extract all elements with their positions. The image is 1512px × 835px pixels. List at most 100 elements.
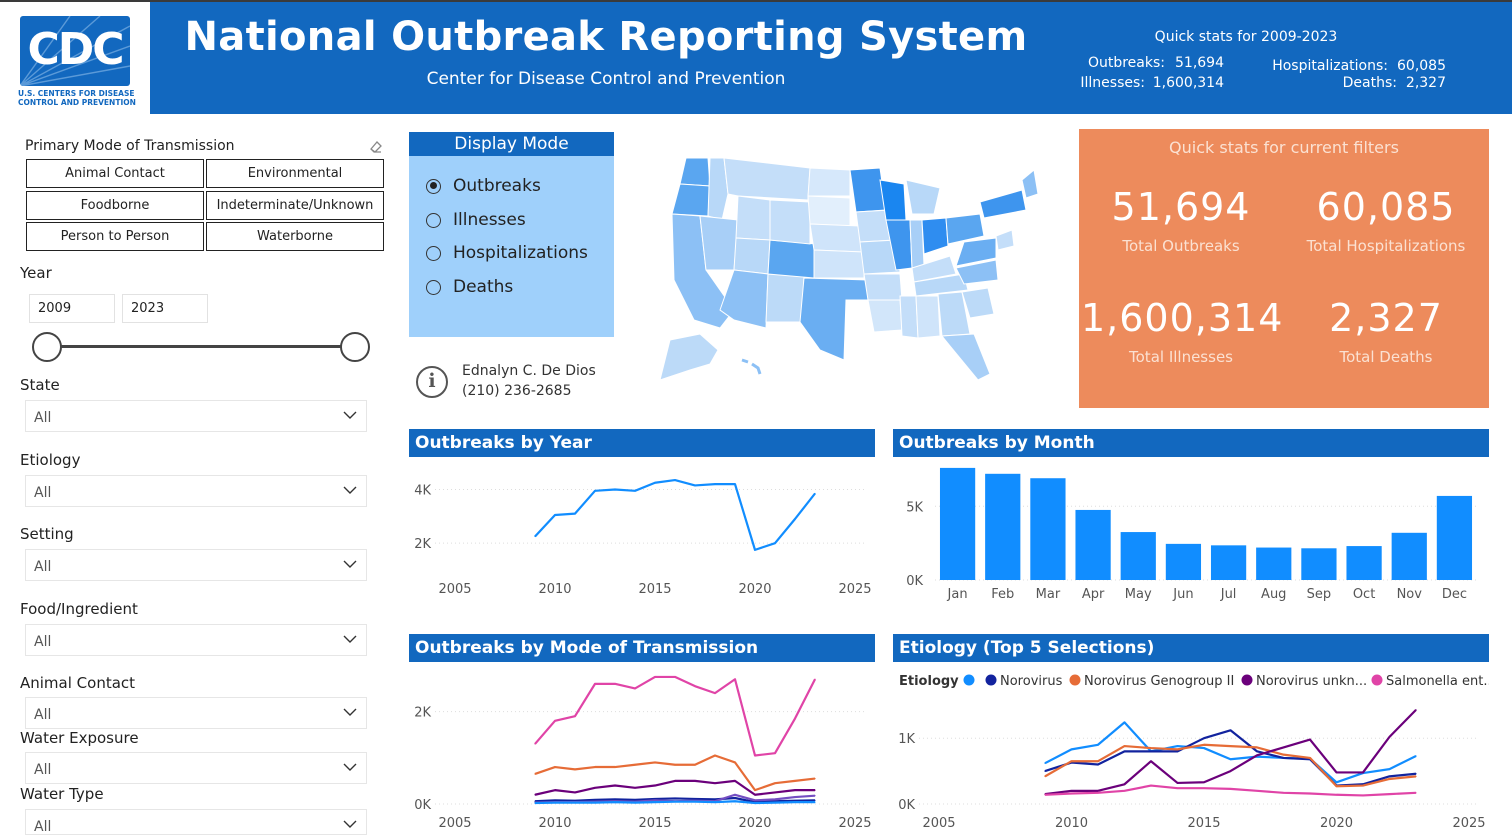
water-exposure-dropdown[interactable]: All: [25, 752, 367, 784]
data-point: [1176, 782, 1179, 784]
food-dropdown[interactable]: All: [25, 624, 367, 656]
data-point: [1362, 771, 1364, 774]
year-to-input[interactable]: 2023: [122, 294, 208, 323]
tile-waterborne[interactable]: Waterborne: [206, 222, 384, 251]
x-tick-label: 2010: [538, 816, 571, 831]
data-point: [554, 799, 556, 801]
data-point: [1150, 750, 1152, 752]
data-point: [594, 799, 596, 801]
water-type-slicer-title: Water Type: [20, 785, 104, 803]
data-point: [574, 768, 576, 770]
radio-illnesses[interactable]: Illnesses: [426, 210, 526, 230]
chart-outbreaks-by-month[interactable]: 0K 5K Jan Feb Mar Apr May Jun Jul Aug Sep Oct Nov Dec: [893, 458, 1489, 608]
data-point: [694, 780, 696, 782]
x-tick-label: Jul: [1220, 587, 1237, 602]
x-tick-label: Apr: [1082, 587, 1105, 602]
water-type-dropdown-value: All: [34, 819, 52, 835]
kpi-hosp-value: 60,085: [1316, 185, 1456, 229]
x-tick-label: Jan: [947, 587, 968, 602]
radio-outbreaks[interactable]: Outbreaks: [426, 176, 541, 196]
y-tick-label: 0K: [898, 798, 915, 813]
x-tick-label: Sep: [1307, 587, 1332, 602]
year-from-input[interactable]: 2009: [29, 294, 115, 323]
year-slider-start-handle[interactable]: [32, 332, 62, 362]
y-tick-label: 0K: [414, 798, 431, 813]
chart-year-title: Outbreaks by Year: [409, 429, 875, 457]
data-point: [1335, 781, 1338, 783]
chevron-down-icon: [343, 763, 357, 771]
data-point: [1123, 745, 1126, 747]
x-tick-label: Mar: [1036, 587, 1061, 602]
year-slider-end-handle[interactable]: [340, 332, 370, 362]
data-point: [554, 766, 556, 768]
data-point: [674, 479, 676, 481]
tile-animal-contact[interactable]: Animal Contact: [26, 159, 204, 188]
data-point: [1123, 783, 1126, 785]
data-point: [594, 490, 596, 492]
mode-slicer-title: Primary Mode of Transmission: [25, 138, 235, 154]
chevron-down-icon: [343, 411, 357, 419]
data-point: [734, 678, 736, 680]
radio-unselected-icon[interactable]: [426, 279, 441, 295]
data-point: [1176, 745, 1179, 747]
data-point: [594, 802, 596, 804]
chart-etiology-title: Etiology (Top 5 Selections): [893, 634, 1489, 662]
data-point: [734, 761, 736, 764]
data-point: [1203, 744, 1205, 746]
data-point: [814, 799, 816, 801]
series-line: [1044, 709, 1417, 796]
x-tick-label: 2025: [1452, 816, 1485, 831]
data-point: [1176, 748, 1179, 750]
data-point: [774, 791, 776, 794]
display-mode-panel: Display Mode Outbreaks Illnesses Hospita…: [409, 132, 614, 337]
data-point: [1070, 792, 1073, 795]
map-hawaii[interactable]: [741, 358, 762, 375]
data-point: [614, 798, 616, 800]
qs-hosp-value: 60,085: [1397, 58, 1446, 74]
radio-unselected-icon[interactable]: [426, 245, 441, 261]
data-point: [574, 791, 576, 794]
radio-hospitalizations[interactable]: Hospitalizations: [426, 243, 588, 263]
bar: [1030, 478, 1066, 580]
data-point: [1150, 784, 1152, 787]
tile-person-to-person[interactable]: Person to Person: [26, 222, 204, 251]
state-slicer-title: State: [20, 376, 60, 394]
animal-contact-dropdown[interactable]: All: [25, 697, 367, 729]
setting-dropdown[interactable]: All: [25, 549, 367, 581]
qs-deaths-value: 2,327: [1405, 75, 1446, 91]
radio-selected-icon[interactable]: [426, 178, 441, 194]
data-point: [734, 483, 736, 485]
data-point: [594, 766, 596, 768]
x-tick-label: May: [1125, 587, 1152, 602]
info-icon[interactable]: i: [416, 366, 448, 398]
data-point: [1256, 790, 1258, 792]
chart-etiology-top5[interactable]: Etiology Norovirus Norovirus Genogroup II N…: [893, 662, 1489, 835]
chart-outbreaks-by-year[interactable]: 2K 4K 2005 2010 2015 2020 2025: [409, 458, 875, 608]
tile-foodborne[interactable]: Foodborne: [26, 191, 204, 220]
us-map[interactable]: [650, 150, 1040, 385]
radio-outbreaks-label: Outbreaks: [453, 176, 541, 196]
water-type-dropdown[interactable]: All: [25, 809, 367, 835]
data-point: [1044, 794, 1046, 796]
map-alaska[interactable]: [659, 333, 719, 381]
tile-environmental[interactable]: Environmental: [206, 159, 384, 188]
quick-stats-title: Quick stats for 2009-2023: [1154, 29, 1338, 45]
x-tick-label: 2025: [838, 816, 871, 831]
data-point: [1203, 737, 1205, 739]
radio-unselected-icon[interactable]: [426, 212, 441, 228]
x-tick-label: 2005: [922, 816, 955, 831]
x-tick-label: 2015: [638, 816, 671, 831]
tile-indeterminate[interactable]: Indeterminate/Unknown: [206, 191, 384, 220]
state-dropdown[interactable]: All: [25, 400, 367, 432]
logo-subtext: U.S. CENTERS FOR DISEASE CONTROL AND PRE…: [18, 89, 142, 107]
etiology-dropdown[interactable]: All: [25, 475, 367, 507]
data-point: [554, 802, 556, 804]
data-point: [1256, 754, 1258, 756]
chart-outbreaks-by-mode[interactable]: 0K 2K 2005 2010 2015 2020 2025: [409, 662, 875, 835]
chevron-down-icon: [343, 708, 357, 716]
us-map-states[interactable]: [671, 157, 1039, 381]
eraser-icon[interactable]: [368, 138, 384, 154]
data-point: [714, 782, 716, 784]
x-tick-label: Oct: [1353, 587, 1375, 602]
radio-deaths[interactable]: Deaths: [426, 277, 513, 297]
